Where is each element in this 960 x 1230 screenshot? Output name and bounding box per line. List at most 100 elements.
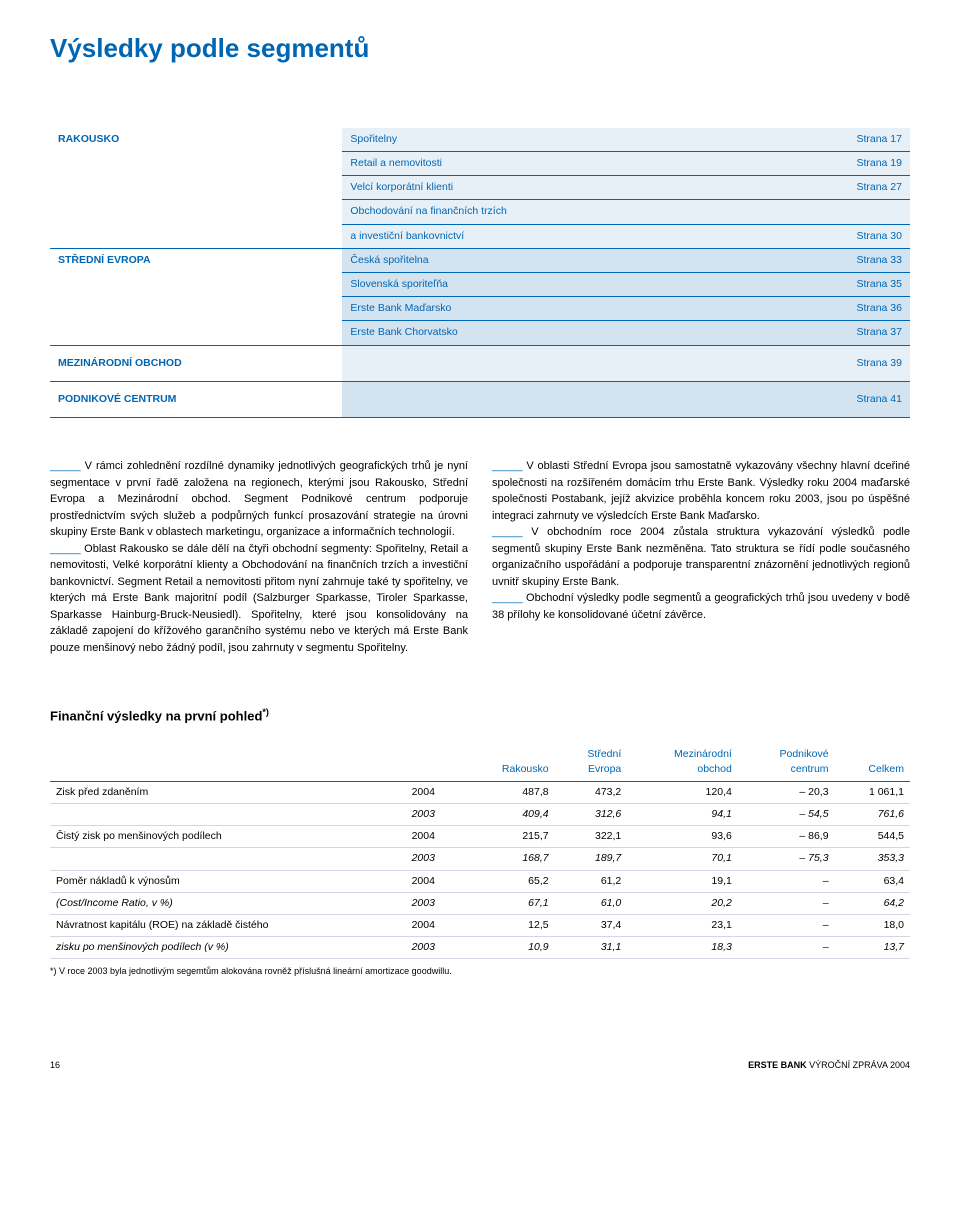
segment-item-name: Retail a nemovitosti [342, 151, 738, 175]
segment-item-page [738, 200, 910, 224]
fin-cell: 12,5 [462, 915, 555, 937]
body-columns: _____ V rámci zohlednění rozdílné dynami… [50, 458, 910, 656]
fin-cell: – [738, 892, 835, 914]
fin-row: 2003168,7189,770,1– 75,3353,3 [50, 848, 910, 870]
body-paragraph: _____ V oblasti Střední Evropa jsou samo… [492, 458, 910, 524]
footer-brand: ERSTE BANK [748, 1060, 807, 1070]
financial-table: RakouskoStředníEvropaMezinárodníobchodPo… [50, 744, 910, 959]
segment-item-page: Strana 35 [738, 273, 910, 297]
fin-row-year: 2004 [406, 915, 462, 937]
fin-cell: – [738, 915, 835, 937]
fin-cell: – 20,3 [738, 781, 835, 803]
fin-cell: 20,2 [627, 892, 738, 914]
fin-cell: 761,6 [835, 803, 910, 825]
fin-cell: 487,8 [462, 781, 555, 803]
body-paragraph: _____ V obchodním roce 2004 zůstala stru… [492, 524, 910, 590]
fin-cell: – [738, 870, 835, 892]
fin-cell: 94,1 [627, 803, 738, 825]
fin-row-year: 2004 [406, 781, 462, 803]
fin-row-year: 2004 [406, 826, 462, 848]
fin-row: Čistý zisk po menšinových podílech200421… [50, 826, 910, 848]
fin-cell: 215,7 [462, 826, 555, 848]
fin-row-year: 2003 [406, 937, 462, 959]
financial-footnote: *) V roce 2003 byla jednotlivým segemtům… [50, 965, 910, 978]
fin-header-cell: Mezinárodníobchod [627, 744, 738, 781]
fin-cell: 37,4 [555, 915, 628, 937]
fin-cell: 322,1 [555, 826, 628, 848]
fin-header-cell [50, 744, 406, 781]
fin-header-cell [406, 744, 462, 781]
paragraph-marker: _____ [50, 543, 84, 555]
fin-cell: 31,1 [555, 937, 628, 959]
fin-row: zisku po menšinových podílech (v %)20031… [50, 937, 910, 959]
segment-label: MEZINÁRODNÍ OBCHOD [50, 345, 342, 381]
fin-cell: 409,4 [462, 803, 555, 825]
segment-label: PODNIKOVÉ CENTRUM [50, 381, 342, 417]
fin-header-cell: Celkem [835, 744, 910, 781]
segment-item-name: Česká spořitelna [342, 248, 738, 272]
body-paragraph: _____ Oblast Rakousko se dále dělí na čt… [50, 541, 468, 657]
segment-item-page: Strana 37 [738, 321, 910, 345]
fin-cell: 544,5 [835, 826, 910, 848]
fin-cell: 23,1 [627, 915, 738, 937]
fin-cell: – [738, 937, 835, 959]
segment-item-name: Erste Bank Chorvatsko [342, 321, 738, 345]
fin-cell: 67,1 [462, 892, 555, 914]
fin-cell: 63,4 [835, 870, 910, 892]
fin-row-label: Poměr nákladů k výnosům [50, 870, 406, 892]
fin-row-label [50, 803, 406, 825]
segment-row: MEZINÁRODNÍ OBCHOD Strana 39 [50, 345, 910, 381]
fin-row-label: Návratnost kapitálu (ROE) na základě čis… [50, 915, 406, 937]
segment-item-name: Spořitelny [342, 128, 738, 152]
fin-row: Poměr nákladů k výnosům200465,261,219,1–… [50, 870, 910, 892]
paragraph-marker: _____ [50, 460, 85, 472]
fin-cell: 1 061,1 [835, 781, 910, 803]
fin-cell: 70,1 [627, 848, 738, 870]
fin-cell: 10,9 [462, 937, 555, 959]
segment-item-name: Slovenská sporiteľňa [342, 273, 738, 297]
fin-cell: 18,3 [627, 937, 738, 959]
fin-cell: 13,7 [835, 937, 910, 959]
segment-item-page: Strana 27 [738, 176, 910, 200]
fin-row: (Cost/Income Ratio, v %)200367,161,020,2… [50, 892, 910, 914]
fin-row-label: (Cost/Income Ratio, v %) [50, 892, 406, 914]
segment-table: RAKOUSKOSpořitelnyStrana 17Retail a nemo… [50, 128, 910, 418]
segment-item-page: Strana 39 [738, 345, 910, 381]
fin-cell: 473,2 [555, 781, 628, 803]
segment-item-name: a investiční bankovnictví [342, 224, 738, 248]
financial-section: Finanční výsledky na první pohled*) Rako… [50, 706, 910, 978]
body-paragraph: _____ V rámci zohlednění rozdílné dynami… [50, 458, 468, 541]
fin-cell: 312,6 [555, 803, 628, 825]
footer-report: VÝROČNÍ ZPRÁVA 2004 [807, 1060, 910, 1070]
segment-item-name: Obchodování na finančních trzích [342, 200, 738, 224]
fin-row-label: Čistý zisk po menšinových podílech [50, 826, 406, 848]
fin-row: Návratnost kapitálu (ROE) na základě čis… [50, 915, 910, 937]
paragraph-marker: _____ [492, 460, 526, 472]
paragraph-marker: _____ [492, 526, 531, 538]
segment-item-page: Strana 41 [738, 381, 910, 417]
segment-row: STŘEDNÍ EVROPAČeská spořitelnaStrana 33 [50, 248, 910, 272]
fin-header-cell: StředníEvropa [555, 744, 628, 781]
fin-row-year: 2004 [406, 870, 462, 892]
fin-row-label: Zisk před zdaněním [50, 781, 406, 803]
fin-cell: – 54,5 [738, 803, 835, 825]
fin-cell: 65,2 [462, 870, 555, 892]
fin-cell: 61,0 [555, 892, 628, 914]
segment-item-name: Erste Bank Maďarsko [342, 297, 738, 321]
fin-row-label [50, 848, 406, 870]
segment-item-name: Velcí korporátní klienti [342, 176, 738, 200]
segment-label: STŘEDNÍ EVROPA [50, 248, 342, 345]
segment-item-name [342, 381, 738, 417]
footer-publication: ERSTE BANK VÝROČNÍ ZPRÁVA 2004 [748, 1059, 910, 1072]
paragraph-marker: _____ [492, 592, 526, 604]
financial-title-text: Finanční výsledky na první pohled [50, 708, 262, 723]
segment-label: RAKOUSKO [50, 128, 342, 249]
fin-header-cell: Podnikovécentrum [738, 744, 835, 781]
fin-cell: 189,7 [555, 848, 628, 870]
body-column-right: _____ V oblasti Střední Evropa jsou samo… [492, 458, 910, 656]
body-column-left: _____ V rámci zohlednění rozdílné dynami… [50, 458, 468, 656]
segment-item-page: Strana 33 [738, 248, 910, 272]
fin-cell: – 75,3 [738, 848, 835, 870]
fin-cell: 61,2 [555, 870, 628, 892]
segment-item-name [342, 345, 738, 381]
